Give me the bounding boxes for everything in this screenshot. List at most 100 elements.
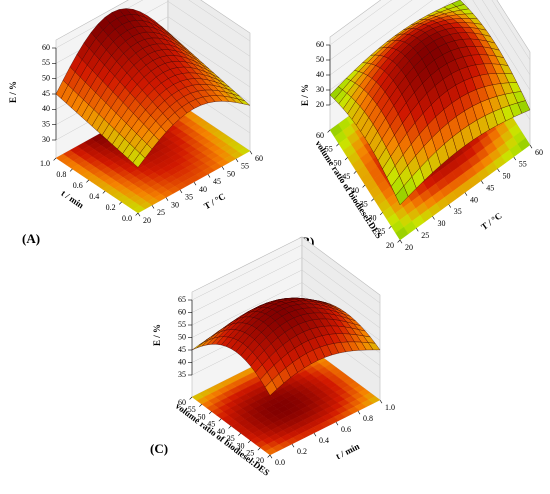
- y-tick: [69, 168, 73, 172]
- grid-line: [329, 0, 531, 91]
- y-tick: [327, 129, 331, 133]
- z-tick-label: 50: [42, 73, 50, 82]
- contour-cell: [395, 226, 409, 241]
- grid-line: [191, 244, 381, 304]
- y-tick: [344, 157, 348, 161]
- x-tick-label: 40: [470, 195, 478, 204]
- x-tick: [448, 204, 452, 208]
- x-tick: [179, 189, 183, 194]
- y-tick: [267, 454, 271, 458]
- x-tick: [415, 227, 419, 232]
- y-axis-label: t / min: [59, 188, 85, 210]
- x-tick-label: 20: [405, 243, 413, 252]
- x-tick: [313, 432, 317, 437]
- y-tick: [53, 157, 57, 161]
- x-tick: [165, 197, 169, 201]
- y-tick-label: 0.0: [122, 214, 132, 223]
- x-tick: [137, 212, 141, 217]
- z-tick-label: 50: [316, 55, 324, 64]
- y-tick-label: 55: [325, 145, 333, 154]
- y-tick-label: 50: [334, 158, 342, 167]
- z-tick-label: 40: [42, 104, 50, 113]
- y-tick-label: 25: [377, 227, 385, 236]
- z-tick-label: 35: [178, 370, 186, 379]
- y-tick-label: 0.8: [56, 170, 66, 179]
- y-tick-label: 30: [237, 441, 245, 450]
- x-tick: [529, 144, 533, 149]
- x-tick-label: 60: [255, 154, 263, 163]
- x-tick: [513, 156, 517, 161]
- y-tick-label: 35: [360, 200, 368, 209]
- y-tick: [199, 404, 202, 407]
- contour-cell: [132, 205, 146, 214]
- x-tick: [379, 399, 383, 404]
- y-tick: [228, 425, 232, 429]
- z-tick-label: 60: [178, 307, 186, 316]
- x-tick: [291, 443, 295, 448]
- y-tick: [397, 239, 401, 243]
- y-tick: [362, 184, 366, 188]
- x-tick-label: 25: [421, 231, 429, 240]
- grid-line: [191, 257, 381, 316]
- z-tick-label: 55: [178, 320, 186, 329]
- x-tick: [480, 180, 484, 184]
- y-tick-label: 60: [178, 398, 186, 407]
- x-tick-label: 25: [157, 208, 165, 217]
- x-tick-label: 55: [241, 162, 249, 171]
- y-tick: [247, 440, 251, 444]
- z-tick-label: 30: [316, 85, 324, 94]
- x-tick: [335, 421, 339, 426]
- y-tick-label: 1.0: [40, 159, 50, 168]
- panel-label: (C): [150, 441, 168, 456]
- y-tick-label: 20: [386, 241, 394, 250]
- y-tick: [86, 179, 90, 183]
- z-tick-label: 55: [42, 58, 50, 67]
- x-tick-label: 30: [438, 219, 446, 228]
- y-tick: [189, 396, 193, 400]
- z-tick-label: 60: [42, 43, 50, 52]
- x-tick-label: 0.4: [319, 436, 329, 445]
- z-tick-label: 45: [178, 345, 186, 354]
- x-tick-label: 60: [535, 148, 543, 157]
- x-tick: [269, 454, 273, 459]
- x-tick-label: 40: [199, 185, 207, 194]
- y-tick: [135, 212, 139, 216]
- grid-line: [55, 0, 251, 49]
- x-axis-label: T / °C: [202, 191, 227, 211]
- x-tick-label: 0.2: [297, 447, 307, 456]
- grid-line: [329, 0, 531, 76]
- x-tick: [249, 150, 253, 155]
- y-tick-label: 45: [207, 420, 215, 429]
- z-tick-label: 35: [42, 119, 50, 128]
- x-tick: [464, 192, 468, 196]
- x-tick-label: 0.6: [341, 425, 351, 434]
- z-axis-label: E / %: [8, 81, 18, 103]
- z-tick-label: 45: [42, 89, 50, 98]
- x-axis-label: t / min: [334, 441, 361, 461]
- x-tick: [497, 168, 500, 173]
- x-tick-label: 1.0: [385, 403, 395, 412]
- y-tick: [371, 198, 374, 202]
- x-tick-label: 55: [519, 160, 527, 169]
- y-tick: [238, 433, 241, 436]
- y-tick: [208, 411, 212, 415]
- y-tick-label: 60: [316, 131, 324, 140]
- y-tick-label: 0.6: [73, 181, 83, 190]
- y-tick-label: 25: [246, 449, 254, 458]
- x-tick: [221, 166, 225, 170]
- x-tick: [207, 174, 211, 178]
- x-tick: [432, 216, 435, 220]
- x-tick-label: 45: [213, 177, 221, 186]
- y-tick-label: 0.4: [89, 192, 99, 201]
- x-tick-label: 0.8: [363, 414, 373, 423]
- x-tick-label: 30: [171, 200, 179, 209]
- x-tick-label: 50: [503, 172, 511, 181]
- x-tick-label: 45: [486, 183, 494, 192]
- panel-label: (A): [22, 231, 40, 246]
- y-tick-label: 55: [188, 405, 196, 414]
- x-tick-label: 35: [454, 207, 462, 216]
- grid-line: [191, 269, 381, 329]
- y-tick: [336, 143, 339, 147]
- x-tick: [235, 158, 239, 163]
